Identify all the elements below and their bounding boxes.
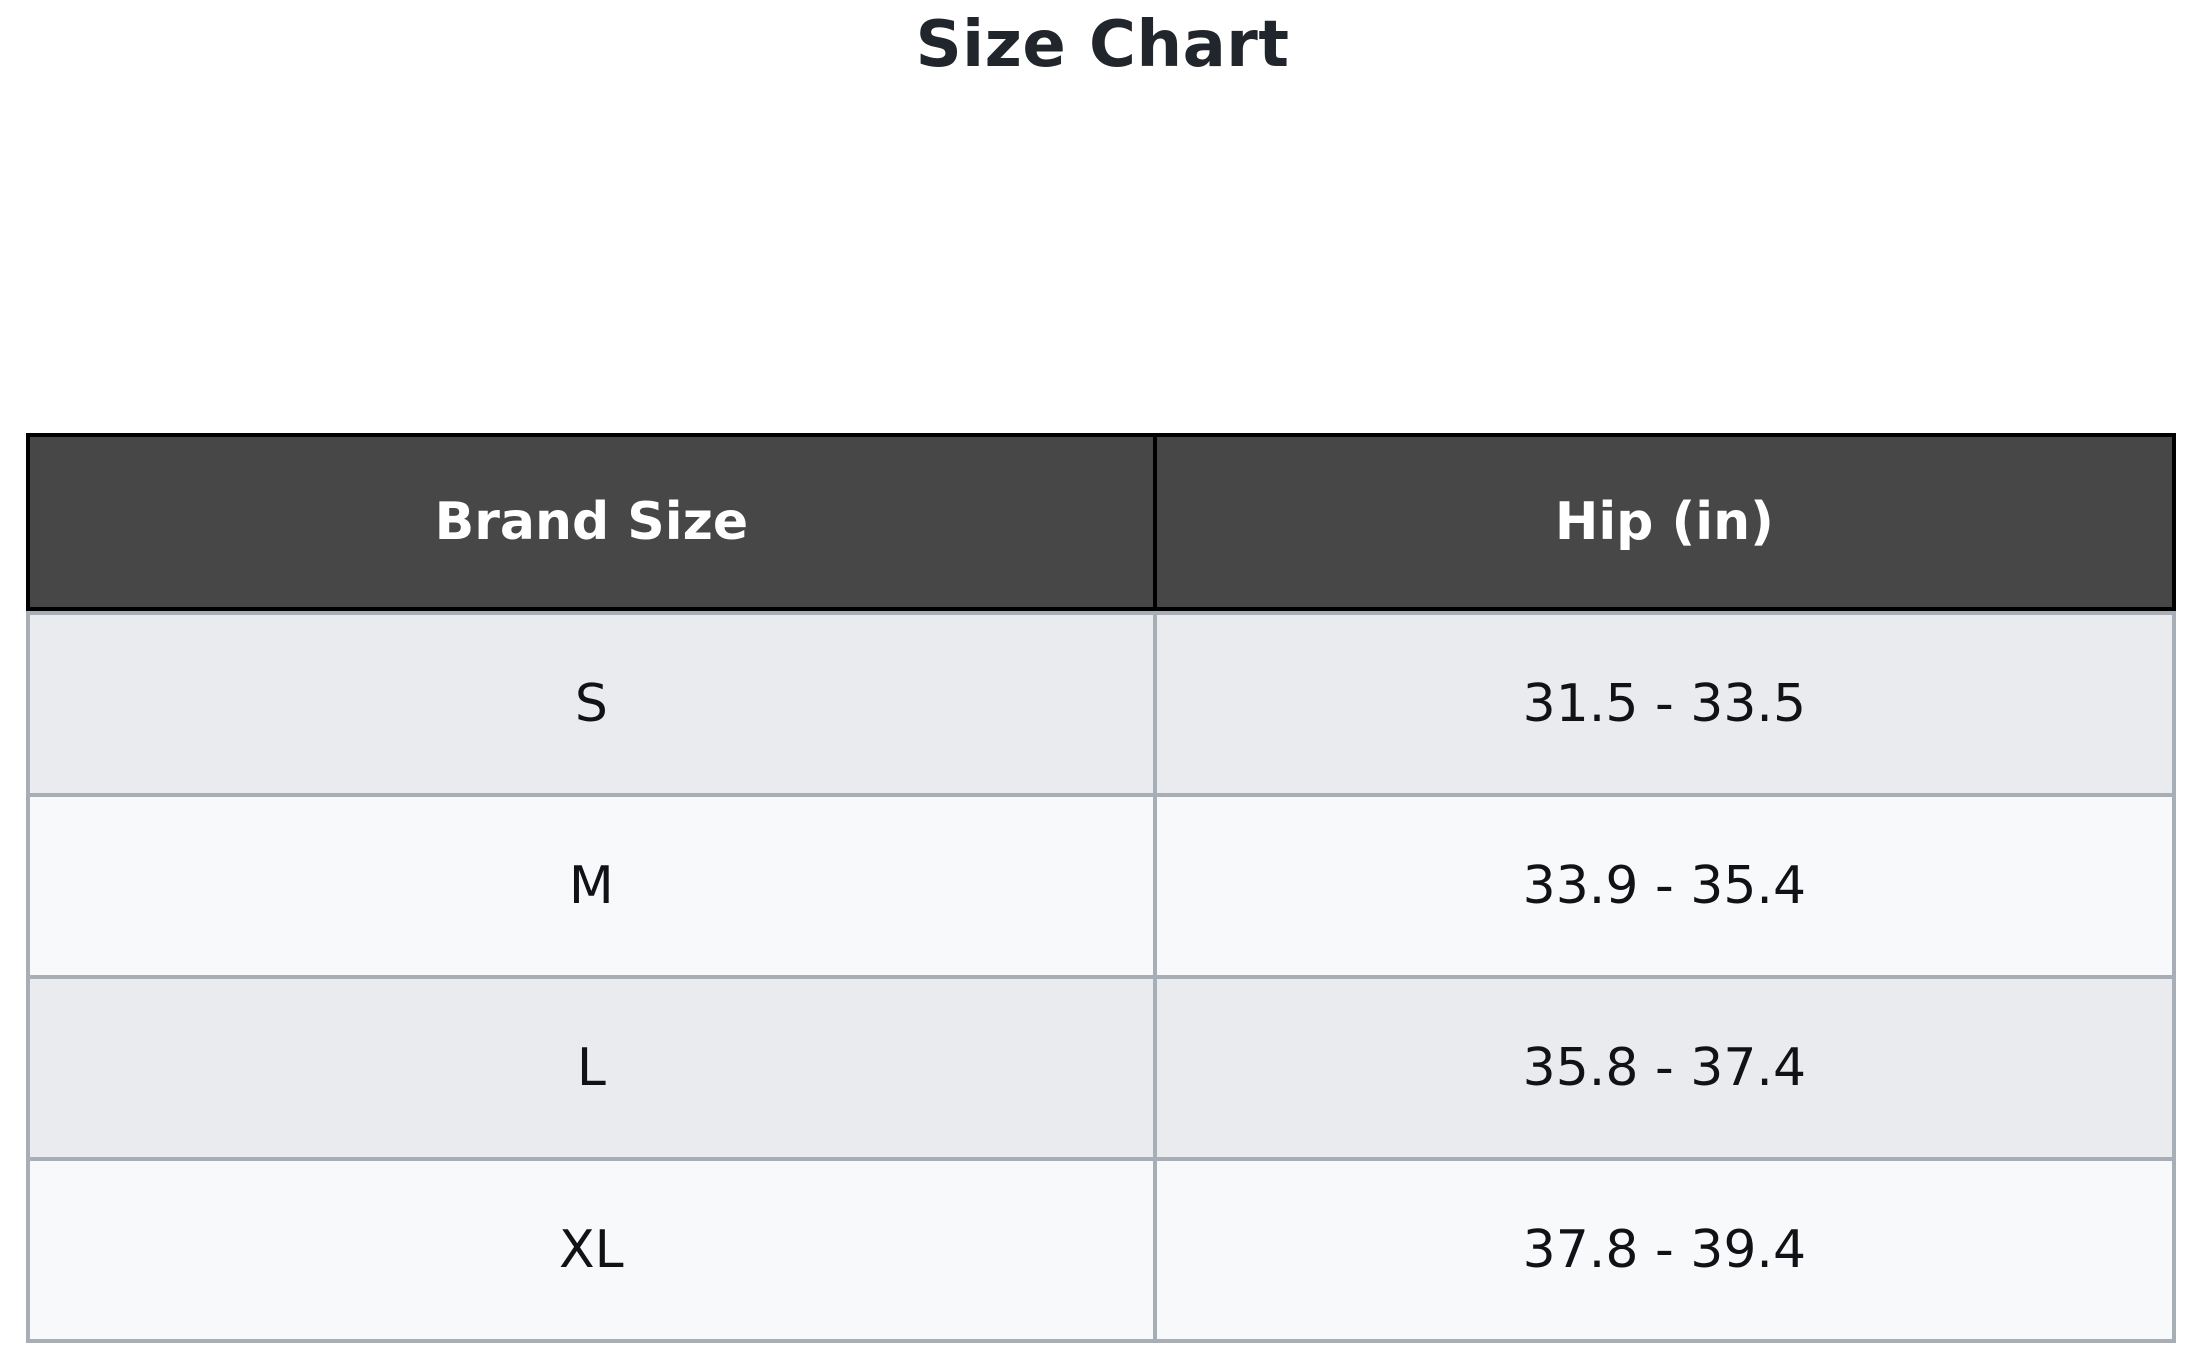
hip-range-cell: 37.8 - 39.4 bbox=[1522, 1220, 1807, 1280]
page-title: Size Chart bbox=[915, 8, 1290, 82]
column-header-hip: Hip (in) bbox=[1554, 492, 1774, 552]
table-header-row: Brand Size Hip (in) bbox=[26, 433, 2176, 611]
table-row-s: S 31.5 - 33.5 bbox=[30, 611, 2172, 793]
table-row-xl: XL 37.8 - 39.4 bbox=[30, 1157, 2172, 1339]
table-row-m: M 33.9 - 35.4 bbox=[30, 793, 2172, 975]
hip-range-cell: 33.9 - 35.4 bbox=[1522, 856, 1807, 916]
brand-size-cell: XL bbox=[30, 1161, 1157, 1339]
size-table: Brand Size Hip (in) S 31.5 - 33.5 M 33.9… bbox=[26, 433, 2176, 1343]
brand-size-cell: L bbox=[30, 979, 1157, 1157]
brand-size-cell: M bbox=[30, 797, 1157, 975]
hip-range-cell: 35.8 - 37.4 bbox=[1522, 1038, 1807, 1098]
brand-size-cell: S bbox=[30, 615, 1157, 793]
hip-range-cell: 31.5 - 33.5 bbox=[1522, 674, 1807, 734]
table-row-l: L 35.8 - 37.4 bbox=[30, 975, 2172, 1157]
column-header-brand-size: Brand Size bbox=[30, 437, 1157, 607]
table-body: S 31.5 - 33.5 M 33.9 - 35.4 L 35.8 - 37.… bbox=[26, 611, 2176, 1343]
